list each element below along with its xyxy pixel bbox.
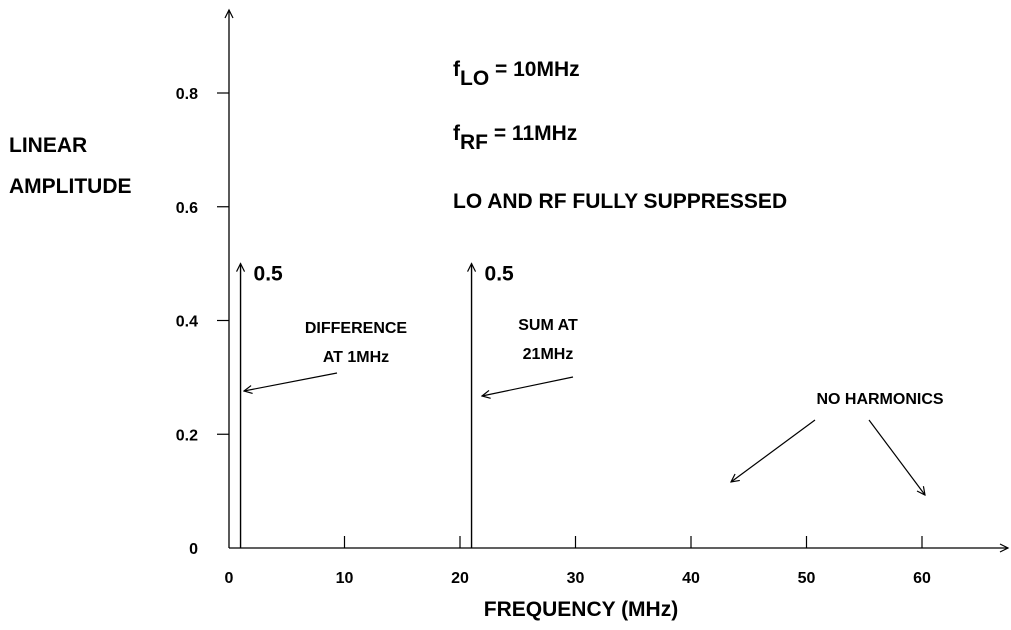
x-axis-arrow-icon	[999, 543, 1010, 553]
x-axis-label: FREQUENCY (MHz)	[484, 598, 678, 621]
no-harmonics-arrow-left	[731, 419, 816, 482]
sum-caption-line-1: SUM AT	[518, 317, 578, 334]
difference-caption-line-1: DIFFERENCE	[305, 320, 408, 337]
x-tick-label: 20	[451, 570, 469, 587]
f-rf-base: f	[453, 122, 461, 145]
f-rf-value: = 11MHz	[488, 122, 577, 145]
x-tick-label: 60	[913, 570, 931, 587]
sum-caption-line-2: 21MHz	[523, 346, 574, 363]
x-tick-label: 10	[336, 570, 354, 587]
f-lo-base: f	[453, 58, 461, 81]
x-ticks: 0 10 20 30 40 50 60	[225, 536, 931, 587]
y-axis-arrow-icon	[224, 8, 234, 19]
spectral-line-arrow-icon	[236, 262, 246, 272]
spectral-lines: 0.5 0.5	[236, 262, 515, 548]
y-ticks: 0 0.2 0.4 0.6 0.8	[176, 86, 229, 558]
x-tick-label: 50	[798, 570, 816, 587]
x-tick-label: 40	[682, 570, 700, 587]
suppressed-annotation: LO AND RF FULLY SUPPRESSED	[453, 190, 787, 213]
f-lo-value: = 10MHz	[489, 58, 579, 81]
y-tick-label: 0.2	[176, 427, 198, 444]
y-axis-label-line-1: LINEAR	[9, 134, 87, 157]
y-tick-label: 0	[189, 541, 198, 558]
sum-pointer-arrow	[482, 376, 574, 396]
spectral-line-value-label: 0.5	[254, 263, 284, 286]
f-rf-subscript: RF	[460, 131, 488, 154]
y-axis-label-line-2: AMPLITUDE	[9, 175, 132, 198]
y-tick-label: 0.4	[176, 314, 198, 331]
y-tick-label: 0.8	[176, 86, 198, 103]
f-rf-annotation: fRF = 11MHz	[453, 122, 577, 154]
no-harmonics-arrow-right	[868, 419, 925, 495]
f-lo-annotation: fLO = 10MHz	[453, 58, 580, 90]
no-harmonics-label: NO HARMONICS	[816, 391, 943, 408]
f-lo-subscript: LO	[460, 67, 489, 90]
spectral-line-value-label: 0.5	[485, 263, 515, 286]
x-tick-label: 0	[225, 570, 234, 587]
difference-caption-line-2: AT 1MHz	[323, 349, 389, 366]
x-tick-label: 30	[567, 570, 585, 587]
y-tick-label: 0.6	[176, 200, 198, 217]
spectral-line-arrow-icon	[467, 262, 477, 272]
difference-pointer-arrow	[244, 372, 338, 391]
